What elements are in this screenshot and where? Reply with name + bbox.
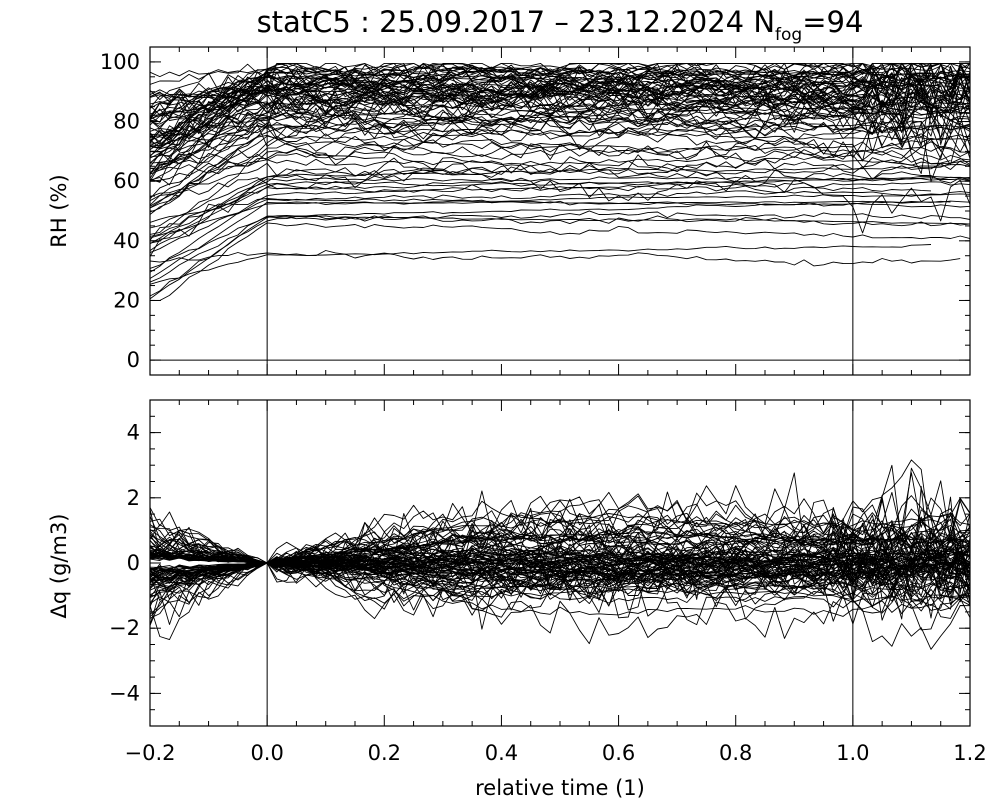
rh-series-line	[149, 75, 971, 159]
dq-y-tick-label: −4	[109, 681, 140, 705]
rh-series-line	[149, 175, 971, 244]
rh-series-line	[149, 162, 971, 198]
rh-series-line	[149, 155, 951, 182]
rh-series-line	[149, 65, 971, 144]
rh-y-tick-label: 20	[113, 288, 140, 312]
rh-series-line	[149, 81, 971, 182]
x-tick-label: 0.0	[250, 741, 283, 765]
dq-series-line	[149, 518, 971, 605]
x-tick-label: 0.8	[719, 741, 752, 765]
rh-series-line	[149, 88, 971, 182]
dq-series-line	[149, 491, 971, 607]
rh-series-line	[149, 88, 971, 128]
dq-series-line	[149, 532, 971, 602]
rh-series-line	[149, 157, 971, 257]
rh-series-line	[149, 62, 971, 149]
dq-y-axis-label: Δq (g/m3)	[47, 514, 71, 619]
rh-series-line	[149, 198, 971, 254]
dq-series-line	[149, 459, 971, 577]
rh-traces	[149, 62, 971, 301]
chart-title: statC5 : 25.09.2017 – 23.12.2024 Nfog=94	[257, 5, 864, 45]
rh-series-line	[149, 193, 971, 239]
dq-panel: −0.2 0.0 0.2 0.4 0.6 0.8 1.0 1.2 −4 −2 0 2 4 Δq (g/m…	[47, 399, 987, 800]
x-axis-label: relative time (1)	[475, 776, 645, 800]
rh-series-line	[149, 89, 951, 140]
rh-series-line	[149, 215, 971, 297]
rh-series-line	[149, 176, 971, 273]
dq-series-line	[149, 546, 971, 619]
dq-y-tick-label: 4	[127, 421, 140, 445]
x-tick-label: 0.2	[368, 741, 401, 765]
dq-y-tick-label: 2	[127, 486, 140, 510]
dq-y-tick-label: 0	[127, 551, 140, 575]
rh-series-line	[149, 210, 971, 283]
x-tick-label: 1.2	[953, 741, 986, 765]
rh-series-line	[149, 215, 971, 300]
chart-title-suffix: =94	[802, 5, 863, 39]
rh-series-line	[149, 62, 971, 118]
x-tick-label: 1.0	[836, 741, 869, 765]
rh-series-line	[149, 130, 971, 169]
rh-series-line	[149, 117, 971, 186]
rh-series-line	[149, 190, 971, 223]
dq-series-line	[149, 562, 971, 618]
dq-series-line	[149, 527, 971, 618]
rh-series-line	[149, 62, 971, 144]
rh-series-line	[149, 66, 971, 164]
rh-y-tick-label: 60	[113, 169, 140, 193]
dq-series-line	[149, 526, 971, 584]
rh-series-line	[149, 200, 951, 279]
rh-y-tick-label: 80	[113, 110, 140, 134]
x-tick-label: 0.4	[485, 741, 518, 765]
dq-series-line	[149, 515, 971, 601]
rh-reference-lines	[150, 47, 970, 375]
rh-series-line	[149, 82, 971, 133]
rh-series-line	[149, 69, 971, 164]
chart-title-prefix: statC5 : 25.09.2017 – 23.12.2024 N	[257, 5, 775, 39]
rh-series-line	[149, 183, 932, 235]
chart-title-subscript: fog	[775, 25, 802, 45]
rh-y-tick-label: 40	[113, 229, 140, 253]
dq-series-line	[149, 520, 970, 568]
rh-series-line	[149, 79, 941, 141]
dq-plot-frame	[149, 399, 971, 727]
rh-series-line	[149, 86, 971, 117]
rh-plot-frame	[149, 46, 971, 376]
rh-series-line	[150, 222, 971, 301]
rh-panel: 0 20 40 60 80 100 RH (%)	[47, 46, 971, 376]
rh-y-tick-label: 0	[127, 348, 140, 372]
rh-series-line	[149, 62, 971, 102]
rh-series-line	[149, 97, 971, 200]
dq-series-line	[149, 508, 971, 570]
dq-series-line	[149, 550, 971, 584]
rh-series-line	[149, 164, 971, 229]
rh-y-tick-label: 100	[100, 50, 140, 74]
rh-series-line	[149, 62, 970, 106]
dq-y-tick-label: −2	[109, 616, 140, 640]
rh-series-line	[149, 244, 932, 285]
rh-series-line	[149, 62, 970, 126]
rh-series-line	[149, 108, 971, 175]
rh-series-line	[149, 121, 971, 209]
x-tick-label: −0.2	[125, 741, 176, 765]
rh-series-line	[149, 62, 971, 130]
dq-axis-ticks: −0.2 0.0 0.2 0.4 0.6 0.8 1.0 1.2 −4 −2 0 2 4	[109, 399, 987, 765]
dq-traces	[149, 459, 971, 650]
dq-series-line	[149, 512, 971, 564]
rh-y-axis-label: RH (%)	[47, 174, 71, 247]
x-tick-label: 0.6	[602, 741, 635, 765]
rh-series-line	[149, 148, 971, 251]
rh-series-line	[149, 123, 971, 207]
dq-reference-lines	[266, 400, 854, 726]
rh-series-line	[149, 134, 971, 241]
rh-series-line	[149, 91, 971, 183]
